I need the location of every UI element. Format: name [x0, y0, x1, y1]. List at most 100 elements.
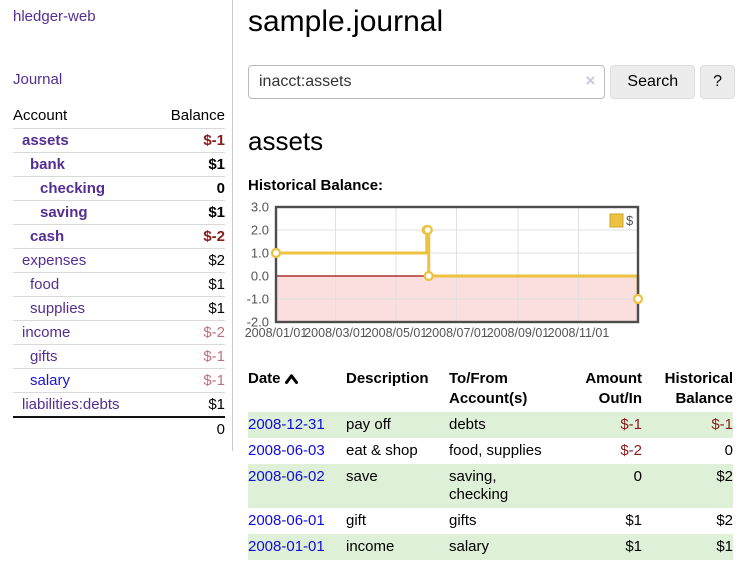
account-row: bank $1 [13, 152, 225, 177]
account-link[interactable]: food [30, 276, 60, 293]
account-row: salary $-1 [13, 368, 225, 393]
register-row: 2008-06-01 gift gifts $1 $2 [248, 508, 733, 534]
account-row: checking 0 [13, 176, 225, 201]
column-header-balance[interactable]: Historical Balance [664, 370, 733, 407]
chart-legend: $ [609, 213, 634, 228]
accounts-total-balance: 0 [153, 416, 225, 441]
main-content: sample.journal × Search ? assets Histori… [233, 0, 742, 572]
help-button[interactable]: ? [700, 65, 735, 99]
account-link[interactable]: income [22, 324, 71, 341]
account-link[interactable]: bank [30, 156, 66, 173]
accounts-header-account: Account [13, 104, 154, 129]
account-balance: $2 [153, 248, 225, 273]
y-axis-tick-label: 2.0 [251, 223, 269, 238]
data-point-marker [422, 224, 433, 236]
register-date-link[interactable]: 2008-06-01 [248, 512, 325, 529]
account-row: saving $1 [13, 200, 225, 225]
y-axis-tick-label: 3.0 [251, 200, 269, 215]
account-row: food $1 [13, 272, 225, 297]
account-row: assets $-1 [13, 128, 225, 153]
register-table: Date Description To/From Account(s) Amou… [248, 367, 733, 560]
x-axis-tick-label: 2008/09/01 [487, 326, 550, 340]
app-brand-link[interactable]: hledger-web [13, 8, 96, 25]
register-header-row: Date Description To/From Account(s) Amou… [248, 367, 733, 412]
register-date-link[interactable]: 2008-06-03 [248, 442, 325, 459]
register-balance: $1 [716, 538, 733, 555]
account-row: income $-2 [13, 320, 225, 345]
search-form: × Search ? [248, 65, 735, 99]
account-row: expenses $2 [13, 248, 225, 273]
register-description: income [346, 538, 395, 555]
register-balance: 0 [724, 442, 733, 459]
register-rows: 2008-12-31 pay off debts $-1 $-1 2008-06-03 ea… [248, 412, 733, 560]
register-description: save [346, 468, 378, 485]
sort-ascending-icon [284, 374, 298, 384]
register-amount: 0 [633, 468, 642, 485]
register-date-link[interactable]: 2008-01-01 [248, 538, 325, 555]
register-amount: $1 [625, 512, 642, 529]
register-amount: $-2 [620, 442, 642, 459]
page-title: sample.journal [248, 5, 444, 38]
register-description: gift [346, 512, 367, 529]
register-row: 2008-06-03 eat & shop food, supplies $-2 0 [248, 438, 733, 464]
register-row: 2008-12-31 pay off debts $-1 $-1 [248, 412, 733, 438]
account-link[interactable]: expenses [22, 252, 87, 269]
accounts-table: Account Balance assets $-1 bank $1 checking 0… [13, 104, 225, 441]
account-link[interactable]: salary [30, 372, 71, 389]
column-header-accounts[interactable]: To/From Account(s) [449, 370, 528, 407]
account-balance: $1 [153, 152, 225, 177]
account-balance: $-1 [153, 368, 225, 393]
x-axis-tick-label: 2008/01/01 [245, 326, 308, 340]
account-heading: assets [248, 126, 324, 156]
column-header-description[interactable]: Description [346, 370, 429, 387]
search-button[interactable]: Search [610, 65, 696, 99]
y-axis-tick-label: -1.0 [247, 292, 269, 307]
account-link[interactable]: assets [22, 132, 69, 149]
x-axis-tick-label: 2008/11/01 [548, 326, 610, 340]
column-header-date[interactable]: Date [248, 367, 346, 412]
clear-search-icon[interactable]: × [585, 71, 596, 90]
register-date-link[interactable]: 2008-06-02 [248, 468, 325, 485]
register-balance: $2 [716, 512, 733, 529]
account-row: cash $-2 [13, 224, 225, 249]
register-amount: $-1 [620, 416, 642, 433]
account-balance: $-1 [153, 344, 225, 369]
account-link[interactable]: gifts [30, 348, 58, 365]
x-axis-tick-label: 2008/03/01 [304, 326, 367, 340]
account-link[interactable]: cash [30, 228, 65, 245]
y-axis-tick-label: 1.0 [251, 246, 269, 261]
account-balance: $1 [153, 296, 225, 321]
accounts-rows: assets $-1 bank $1 checking 0 saving $1 cash $-2 e… [13, 128, 225, 418]
register-accounts: debts [449, 416, 486, 433]
search-input[interactable] [248, 65, 606, 99]
account-balance: $-2 [153, 320, 225, 345]
account-link[interactable]: saving [40, 204, 88, 221]
account-link[interactable]: checking [40, 180, 106, 197]
register-balance: $2 [716, 468, 733, 485]
register-row: 2008-01-01 income salary $1 $1 [248, 534, 733, 560]
register-date-link[interactable]: 2008-12-31 [248, 416, 325, 433]
nav-journal-link[interactable]: Journal [13, 71, 63, 88]
x-axis-tick-label: 2008/07/01 [425, 326, 488, 340]
register-row: 2008-06-02 save saving, checking 0 $2 [248, 464, 733, 508]
account-link[interactable]: liabilities:debts [22, 396, 120, 413]
account-balance: $-1 [153, 128, 225, 153]
account-row: gifts $-1 [13, 344, 225, 369]
account-link[interactable]: supplies [30, 300, 86, 317]
column-header-amount[interactable]: Amount Out/In [585, 370, 642, 407]
register-amount: $1 [625, 538, 642, 555]
data-point-marker [423, 270, 434, 282]
data-point-marker [632, 293, 644, 305]
y-axis-tick-label: 0.0 [251, 269, 269, 284]
y-axis-tick-label: -2.0 [247, 315, 269, 330]
register-accounts: salary [449, 538, 490, 555]
sidebar: hledger-web Journal Account Balance asse… [0, 0, 233, 451]
chart-title: Historical Balance: [248, 177, 384, 194]
register-accounts: food, supplies [449, 442, 542, 459]
account-balance: $-2 [153, 224, 225, 249]
accounts-header-row: Account Balance [13, 104, 225, 129]
accounts-header-balance: Balance [153, 104, 225, 129]
x-axis-tick-label: 2008/05/01 [365, 326, 428, 340]
account-balance: 0 [153, 176, 225, 201]
data-point-marker [270, 247, 282, 259]
